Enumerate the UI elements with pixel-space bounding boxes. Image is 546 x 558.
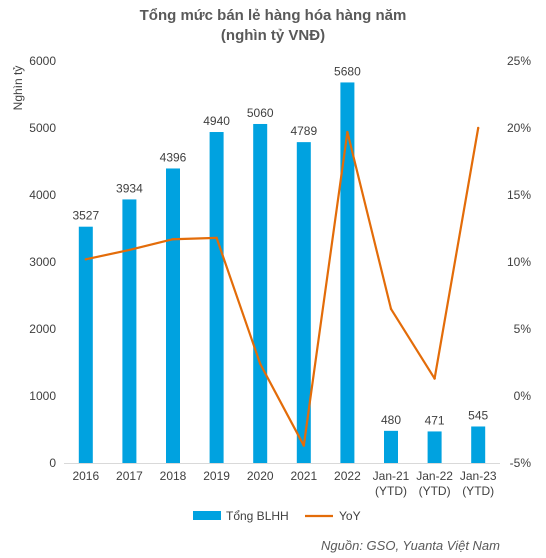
yoy-line <box>85 127 480 447</box>
chart-title: Tổng mức bán lẻ hàng hóa hàng năm <box>139 7 407 24</box>
y2-tick-label: 25% <box>507 54 531 68</box>
x-tick-label-line: (YTD) <box>462 484 494 498</box>
x-tick-label: Jan-21 (YTD) <box>373 469 410 498</box>
yoy-point <box>389 307 393 311</box>
bar-data-label: 4940 <box>203 114 230 128</box>
bar <box>209 132 224 463</box>
y2-tick-label: 10% <box>507 255 531 269</box>
right-axis: -5% 0% 5% 10% 15% 20% 25% <box>507 54 531 470</box>
legend-label-bar: Tổng BLHH <box>226 509 289 523</box>
x-tick-label-line: 2020 <box>247 469 274 483</box>
x-tick-label: Jan-22 (YTD) <box>416 469 453 498</box>
bar-data-label: 5060 <box>247 106 274 120</box>
bar <box>78 226 93 463</box>
bar-data-label: 545 <box>468 408 488 422</box>
y2-tick-label: 15% <box>507 188 531 202</box>
y2-tick-label: -5% <box>510 456 532 470</box>
yoy-point <box>215 236 218 240</box>
x-tick-label-line: Jan-21 <box>373 469 410 483</box>
bar <box>427 431 442 463</box>
bar-data-label: 471 <box>425 413 445 427</box>
y-tick-label: 4000 <box>29 188 56 202</box>
bar <box>340 82 355 463</box>
chart-title-block: Tổng mức bán lẻ hàng hóa hàng năm (nghìn… <box>0 6 546 46</box>
bar <box>166 168 180 463</box>
x-tick-label: 2016 <box>72 469 99 483</box>
x-tick-label-line: Jan-22 <box>416 469 453 483</box>
bar <box>296 142 311 463</box>
y2-tick-label: 5% <box>514 322 532 336</box>
x-tick-label-line: Jan-23 <box>460 469 497 483</box>
x-tick-label-line: 2021 <box>290 469 317 483</box>
yoy-point <box>433 377 436 380</box>
x-tick-label-line: (YTD) <box>419 484 451 498</box>
yoy-point <box>84 258 88 261</box>
bar <box>471 426 486 463</box>
y-tick-label: 6000 <box>29 54 56 68</box>
bar-data-label: 3934 <box>116 181 143 195</box>
x-tick-label: Jan-23 (YTD) <box>460 469 497 498</box>
legend-swatch-bar <box>193 511 221 520</box>
x-tick-label-line: 2019 <box>203 469 230 483</box>
bar <box>384 430 398 463</box>
y-tick-label: 0 <box>49 456 56 470</box>
y-tick-label: 2000 <box>29 322 56 336</box>
bar <box>122 199 137 463</box>
y2-tick-label: 20% <box>507 121 531 135</box>
bar-data-label: 5680 <box>334 64 361 78</box>
bar-data-label: 480 <box>381 413 401 427</box>
x-tick-label: 2019 <box>203 469 230 483</box>
yoy-point <box>302 444 305 447</box>
y-tick-label: 1000 <box>29 389 56 403</box>
x-tick-label-line: (YTD) <box>375 484 407 498</box>
y-axis-label: Nghìn tỷ <box>11 66 25 111</box>
bar-series <box>78 82 486 463</box>
bar-data-label: 3527 <box>72 209 99 223</box>
yoy-point <box>128 248 131 252</box>
x-tick-label-line: 2016 <box>72 469 99 483</box>
bar-data-label: 4789 <box>290 124 317 138</box>
bar-data-labels: 3527 3934 4396 4940 5060 4789 5680 480 471 545 <box>72 64 488 427</box>
x-tick-label: 2021 <box>290 469 317 483</box>
chart-subtitle: (nghìn tỷ VNĐ) <box>220 27 326 44</box>
line-series <box>84 126 480 447</box>
y2-tick-label: 0% <box>514 389 532 403</box>
yoy-point <box>171 238 175 241</box>
yoy-point <box>477 126 480 130</box>
y-tick-label: 3000 <box>29 255 56 269</box>
x-tick-label: 2020 <box>247 469 274 483</box>
left-axis: 0 1000 2000 3000 4000 5000 6000 <box>29 54 56 470</box>
x-tick-label: 2017 <box>116 469 143 483</box>
x-tick-label: 2018 <box>160 469 187 483</box>
legend: Tổng BLHH YoY <box>193 509 361 523</box>
yoy-point <box>346 130 349 134</box>
bar <box>253 123 268 463</box>
x-tick-label: 2022 <box>334 469 361 483</box>
x-tick-label-line: 2018 <box>160 469 187 483</box>
x-tick-label-line: 2022 <box>334 469 361 483</box>
x-axis-labels: 2016 2017 2018 2019 2020 2021 2022 Jan-21 (YTD)J… <box>72 469 496 498</box>
x-tick-label-line: 2017 <box>116 469 143 483</box>
source-note: Nguồn: GSO, Yuanta Việt Nam <box>321 538 500 553</box>
legend-label-line: YoY <box>339 509 361 523</box>
y-tick-label: 5000 <box>29 121 56 135</box>
bar-data-label: 4396 <box>160 150 187 164</box>
yoy-point <box>259 362 262 366</box>
